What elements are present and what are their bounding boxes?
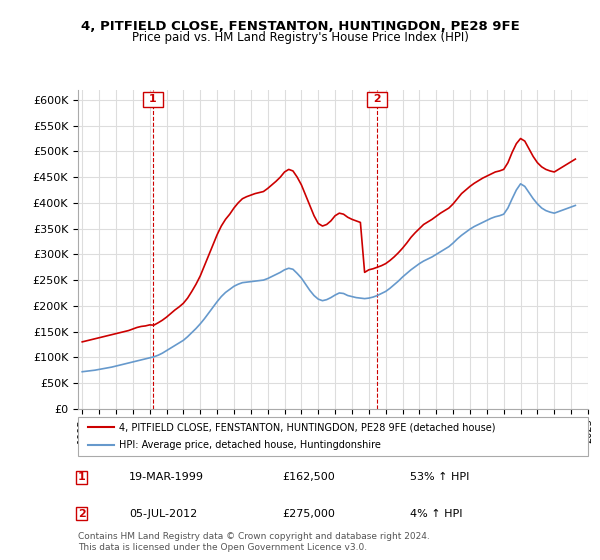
Text: 1: 1 xyxy=(145,95,161,104)
Text: £275,000: £275,000 xyxy=(282,509,335,519)
Text: 4, PITFIELD CLOSE, FENSTANTON, HUNTINGDON, PE28 9FE: 4, PITFIELD CLOSE, FENSTANTON, HUNTINGDO… xyxy=(80,20,520,32)
Text: Contains HM Land Registry data © Crown copyright and database right 2024.
This d: Contains HM Land Registry data © Crown c… xyxy=(78,532,430,552)
Text: HPI: Average price, detached house, Huntingdonshire: HPI: Average price, detached house, Hunt… xyxy=(119,440,380,450)
Text: £162,500: £162,500 xyxy=(282,473,335,482)
Text: Price paid vs. HM Land Registry's House Price Index (HPI): Price paid vs. HM Land Registry's House … xyxy=(131,31,469,44)
Text: 2: 2 xyxy=(370,95,385,104)
Text: 4, PITFIELD CLOSE, FENSTANTON, HUNTINGDON, PE28 9FE (detached house): 4, PITFIELD CLOSE, FENSTANTON, HUNTINGDO… xyxy=(119,422,496,432)
Text: 53% ↑ HPI: 53% ↑ HPI xyxy=(409,473,469,482)
Text: 19-MAR-1999: 19-MAR-1999 xyxy=(129,473,204,482)
Text: 4% ↑ HPI: 4% ↑ HPI xyxy=(409,509,462,519)
Text: 1: 1 xyxy=(78,473,86,482)
FancyBboxPatch shape xyxy=(78,417,588,456)
Text: 2: 2 xyxy=(78,509,86,519)
Text: 05-JUL-2012: 05-JUL-2012 xyxy=(129,509,197,519)
